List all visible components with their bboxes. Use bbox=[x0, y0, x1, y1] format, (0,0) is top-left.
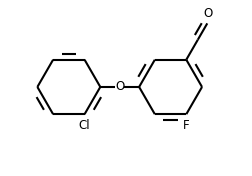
Text: Cl: Cl bbox=[79, 119, 90, 132]
Text: O: O bbox=[203, 7, 212, 20]
Text: F: F bbox=[183, 119, 190, 132]
Text: O: O bbox=[115, 80, 124, 93]
